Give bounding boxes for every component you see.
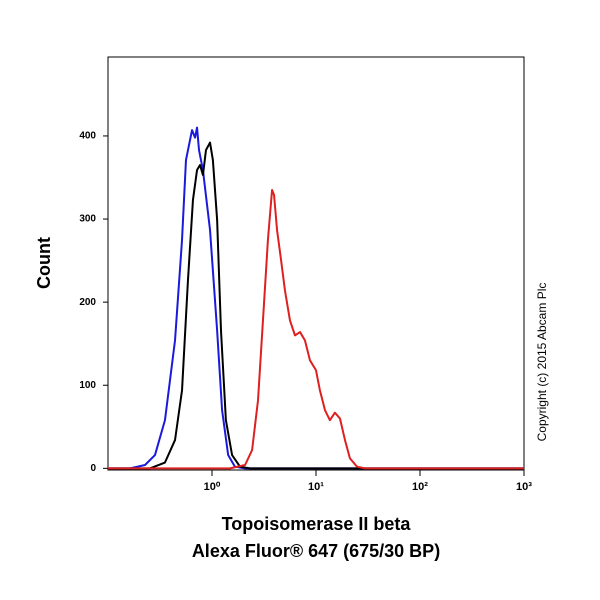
- y-tick-label: 300: [79, 214, 96, 225]
- plot-frame: [107, 56, 525, 471]
- histogram-line: [108, 141, 524, 470]
- y-tick-label: 400: [79, 131, 96, 142]
- x-tick-label: 10³: [516, 481, 532, 493]
- y-tick-label: 200: [79, 297, 96, 308]
- x-tick-label: 10¹: [308, 481, 324, 493]
- x-axis-label: Alexa Fluor® 647 (675/30 BP): [192, 541, 440, 561]
- y-axis-label: Count: [34, 237, 54, 289]
- histogram-line: [108, 188, 524, 470]
- x-tick-label: 10⁰: [204, 481, 221, 493]
- x-axis-label: Topoisomerase II beta: [222, 514, 412, 534]
- histogram-line: [108, 126, 524, 470]
- y-tick-label: 100: [79, 380, 96, 391]
- y-tick-label: 0: [90, 463, 96, 474]
- copyright: Copyright (c) 2015 Abcam Plc: [535, 283, 549, 442]
- x-tick-label: 10²: [412, 481, 428, 493]
